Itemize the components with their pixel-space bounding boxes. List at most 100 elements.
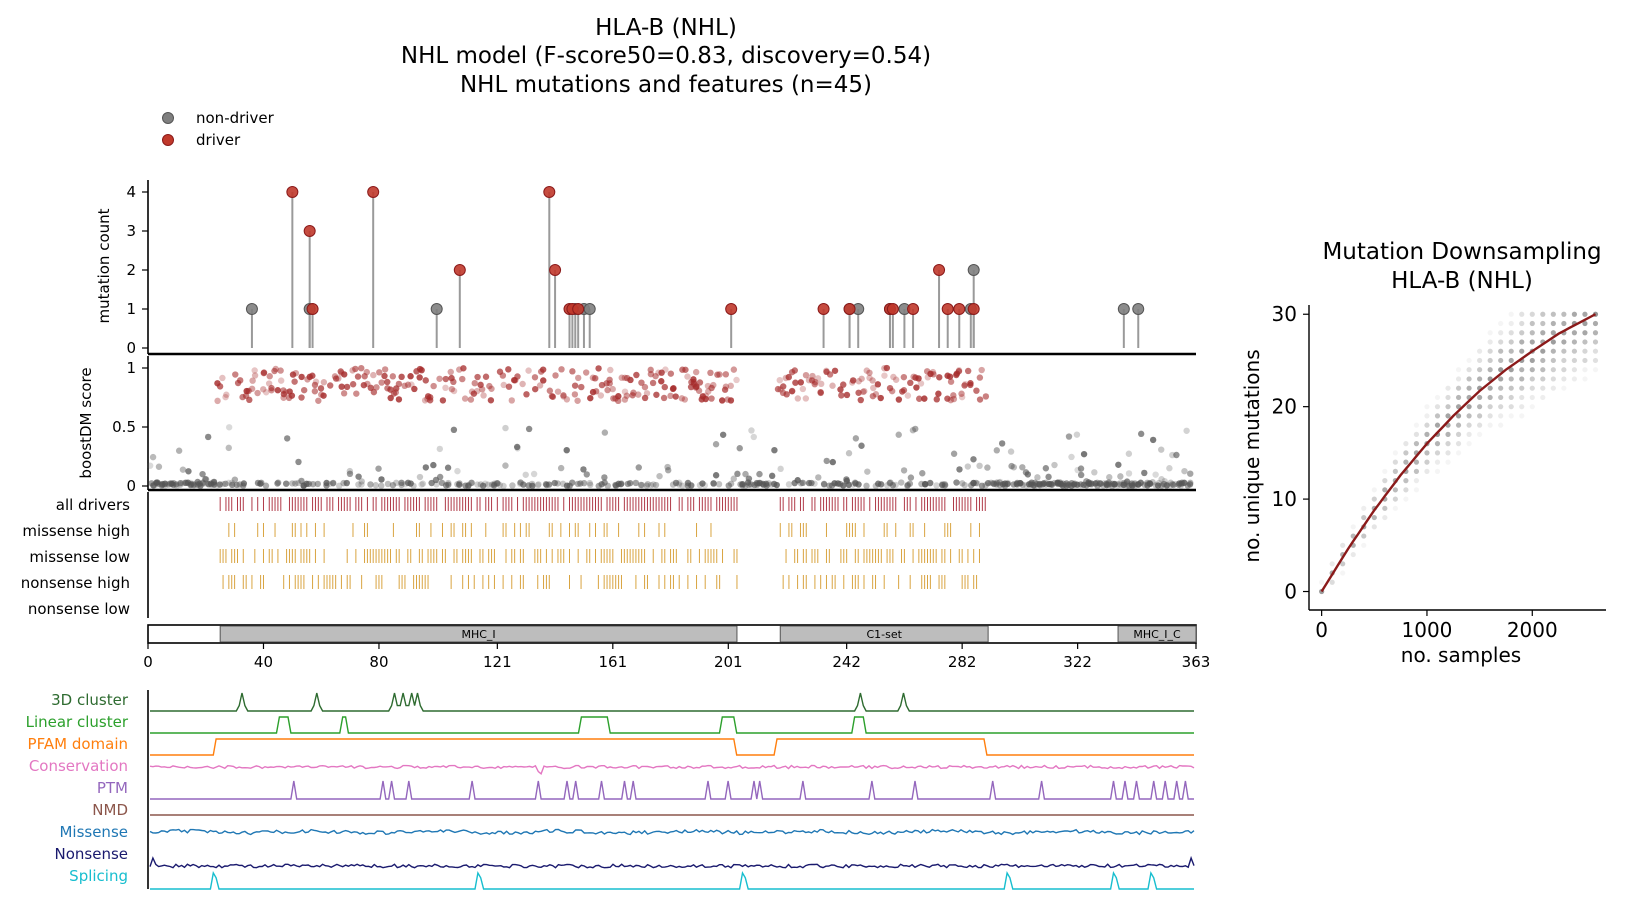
score-point — [216, 481, 224, 488]
score-point — [320, 392, 327, 399]
ds-point — [1371, 487, 1377, 493]
score-point — [944, 395, 951, 402]
score-point — [367, 481, 374, 488]
ds-point — [1487, 330, 1493, 336]
score-point — [444, 464, 452, 471]
score-point — [858, 442, 865, 449]
score-point — [976, 462, 983, 470]
score-point — [582, 369, 590, 376]
ds-point — [1445, 459, 1451, 465]
score-point — [262, 389, 270, 396]
ds-point — [1498, 357, 1504, 364]
score-point — [895, 431, 902, 438]
score-point — [445, 481, 452, 488]
ds-point — [1477, 357, 1483, 364]
ds-point — [1392, 450, 1398, 456]
score-point — [554, 388, 562, 395]
score-point — [289, 480, 296, 487]
ds-point — [1477, 404, 1483, 410]
score-point — [643, 390, 651, 397]
score-point — [961, 481, 968, 489]
score-point — [288, 392, 296, 399]
score-point — [528, 480, 536, 488]
score-point — [587, 394, 594, 402]
score-point — [820, 480, 828, 488]
x-axis-ticks: 0 40 80 121 161 201 242 282 322 363 — [143, 643, 1210, 671]
score-point — [534, 482, 542, 489]
score-point — [597, 392, 605, 399]
score-point — [580, 479, 588, 487]
score-point — [649, 379, 657, 387]
score-point — [974, 480, 981, 487]
ds-point — [1403, 459, 1409, 465]
ds-point — [1487, 422, 1493, 428]
score-point — [236, 377, 244, 384]
score-point — [514, 373, 521, 380]
lollipop-point-driver — [886, 303, 899, 315]
score-point — [563, 446, 570, 454]
score-point — [401, 382, 408, 390]
score-point — [373, 384, 380, 391]
feature-label-nmd: NMD — [92, 801, 128, 819]
score-point — [1187, 470, 1194, 477]
ds-point — [1340, 542, 1346, 548]
score-point — [811, 480, 818, 487]
score-point — [900, 467, 908, 474]
score-point — [146, 462, 154, 469]
score-point — [1170, 481, 1177, 489]
score-point — [387, 394, 394, 402]
ds-xtick-label: 0 — [1315, 618, 1328, 642]
lollipop-stems — [250, 192, 1140, 348]
score-point — [715, 480, 723, 488]
score-point — [892, 376, 900, 383]
score-point — [866, 369, 873, 376]
score-point — [500, 482, 507, 490]
score-point — [360, 381, 368, 389]
ds-point — [1592, 330, 1599, 336]
title-line-2: NHL model (F-score50=0.83, discovery=0.5… — [401, 43, 931, 69]
score-point — [647, 366, 654, 374]
score-point — [1051, 461, 1058, 469]
ds-point — [1582, 367, 1588, 373]
lollipop-ytick-label: 0 — [126, 339, 136, 357]
legend-label-non-driver: non-driver — [196, 109, 275, 127]
score-point — [480, 392, 487, 399]
score-point — [609, 385, 616, 393]
score-point — [764, 481, 772, 488]
ds-point — [1413, 431, 1420, 437]
legend-label-driver: driver — [196, 131, 241, 149]
score-point — [311, 381, 319, 389]
score-point — [860, 388, 867, 396]
ds-point — [1550, 320, 1556, 327]
score-point — [502, 462, 509, 469]
score-point — [802, 371, 810, 379]
score-point — [817, 388, 824, 396]
ds-point — [1350, 524, 1356, 530]
x-tick-label: 121 — [483, 653, 512, 671]
score-point — [917, 380, 925, 387]
ds-point — [1445, 394, 1451, 401]
score-point — [734, 470, 741, 478]
score-point — [1183, 427, 1190, 434]
ds-point — [1498, 348, 1504, 354]
score-point — [204, 433, 212, 441]
ds-point — [1571, 348, 1578, 354]
ds-point — [1434, 468, 1441, 474]
score-points — [146, 364, 1194, 490]
score-point — [268, 384, 275, 392]
score-point — [935, 390, 942, 397]
score-point — [727, 480, 735, 487]
ds-point — [1592, 367, 1599, 373]
ds-point — [1466, 376, 1472, 382]
score-point — [246, 396, 253, 404]
score-point — [248, 385, 256, 392]
score-point — [320, 379, 328, 386]
score-point — [845, 450, 853, 457]
ds-point — [1392, 496, 1398, 502]
ds-point — [1424, 450, 1430, 456]
score-point — [912, 425, 919, 433]
score-point — [271, 367, 278, 375]
score-point — [840, 482, 847, 489]
ds-point — [1498, 404, 1504, 410]
score-point — [1080, 450, 1088, 458]
